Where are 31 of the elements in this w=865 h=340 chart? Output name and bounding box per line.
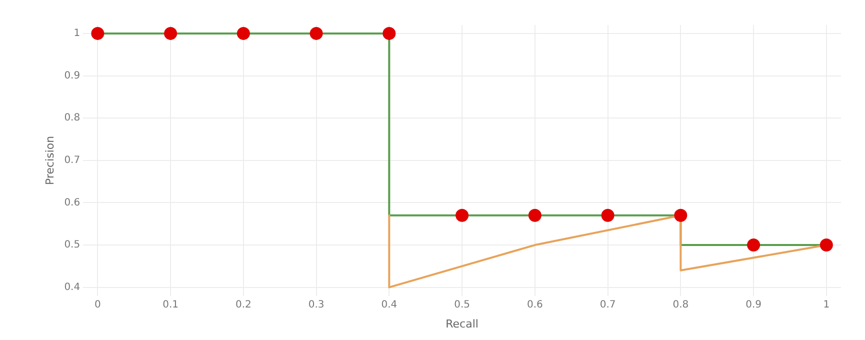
x-tick-label: 0.6 <box>526 299 543 310</box>
y-tick-label: 0.8 <box>64 112 80 124</box>
point <box>747 238 760 252</box>
point <box>236 26 250 40</box>
y-tick-label: 1 <box>74 28 80 40</box>
point <box>310 26 323 40</box>
x-tick-label: 0.2 <box>235 299 252 310</box>
point <box>601 208 614 222</box>
y-tick-label: 0.9 <box>64 70 80 82</box>
point <box>528 208 542 222</box>
point <box>456 208 469 222</box>
point <box>674 208 688 222</box>
y-tick-label: 0.6 <box>64 197 80 208</box>
x-tick-label: 1 <box>823 299 830 310</box>
x-tick-label: 0.7 <box>600 299 616 310</box>
point <box>382 26 396 40</box>
x-tick-label: 0.3 <box>308 299 324 310</box>
y-tick-label: 0.4 <box>64 282 80 293</box>
point <box>820 238 833 252</box>
y-axis-title: Precision <box>43 136 56 185</box>
x-tick-label: 0 <box>94 299 101 310</box>
point <box>164 26 178 40</box>
x-tick-label: 0.1 <box>162 299 179 310</box>
y-tick-label: 0.7 <box>64 154 80 166</box>
x-axis-title: Recall <box>446 317 478 330</box>
point <box>91 26 104 40</box>
x-tick-label: 0.8 <box>672 299 689 310</box>
x-tick-label: 0.9 <box>746 299 762 310</box>
x-tick-label: 0.5 <box>454 299 470 310</box>
x-tick-label: 0.4 <box>381 299 398 310</box>
y-tick-label: 0.5 <box>64 240 80 251</box>
